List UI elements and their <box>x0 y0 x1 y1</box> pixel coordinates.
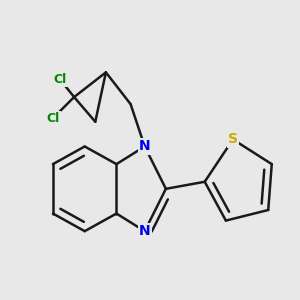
Text: Cl: Cl <box>46 112 60 125</box>
Text: N: N <box>139 140 151 154</box>
Text: Cl: Cl <box>53 73 67 86</box>
Text: N: N <box>139 224 151 238</box>
Text: S: S <box>228 132 238 146</box>
